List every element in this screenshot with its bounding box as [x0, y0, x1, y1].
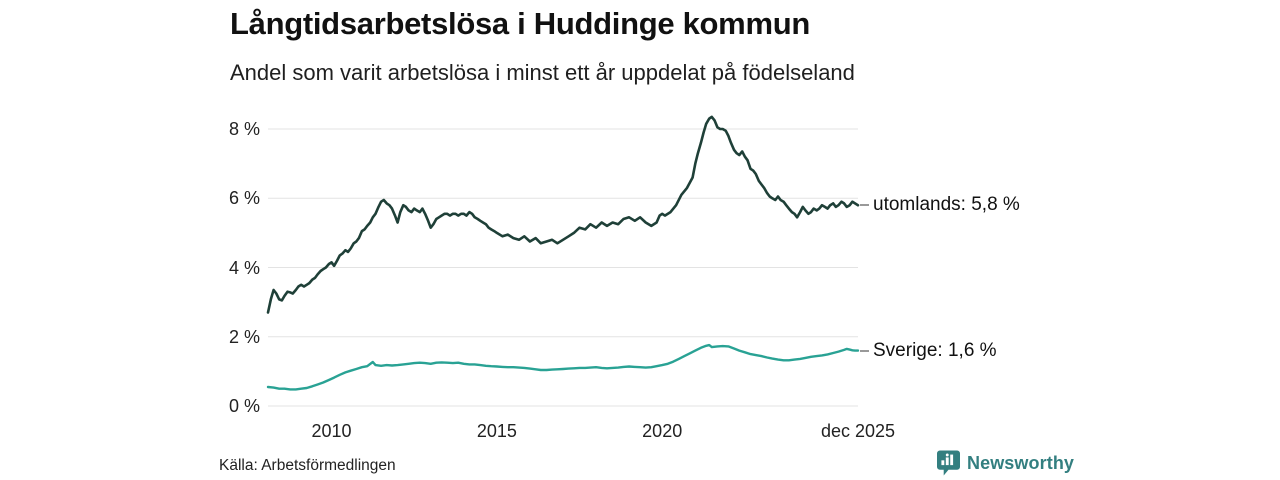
x-axis-tick-label: 2010 — [311, 421, 352, 441]
chart-subtitle: Andel som varit arbetslösa i minst ett å… — [230, 60, 855, 85]
series-label-text: Sverige: 1,6 % — [873, 339, 997, 361]
x-axis-tick-label: dec 2025 — [820, 421, 896, 441]
y-axis-tick-label: 4 % — [228, 257, 260, 278]
y-axis-tick-label: 2 % — [228, 326, 260, 347]
label-connector-dash — [860, 204, 869, 207]
series-label-text: utomlands: 5,8 % — [873, 194, 1020, 216]
series-line-Sverige — [266, 343, 860, 391]
label-connector-dash — [860, 349, 869, 352]
newsworthy-wordmark: Newsworthy — [967, 452, 1075, 473]
x-axis-tick-label: 2020 — [642, 421, 683, 441]
series-end-label-Sverige: Sverige: 1,6 % — [860, 338, 997, 364]
source-note: Källa: Arbetsförmedlingen — [219, 457, 396, 474]
series-line-utomlands — [266, 115, 860, 314]
newsworthy-bubble-chart-icon — [937, 450, 960, 476]
y-axis-tick-label: 8 % — [228, 119, 260, 139]
newsworthy-logo: Newsworthy — [937, 450, 1074, 476]
x-axis-tick-label: 2015 — [476, 421, 517, 441]
series-end-label-utomlands: utomlands: 5,8 % — [860, 192, 1020, 218]
y-axis-tick-label: 6 % — [228, 188, 260, 209]
page-title: Långtidsarbetslösa i Huddinge kommun — [230, 6, 810, 41]
y-axis-tick-label: 0 % — [228, 396, 260, 416]
